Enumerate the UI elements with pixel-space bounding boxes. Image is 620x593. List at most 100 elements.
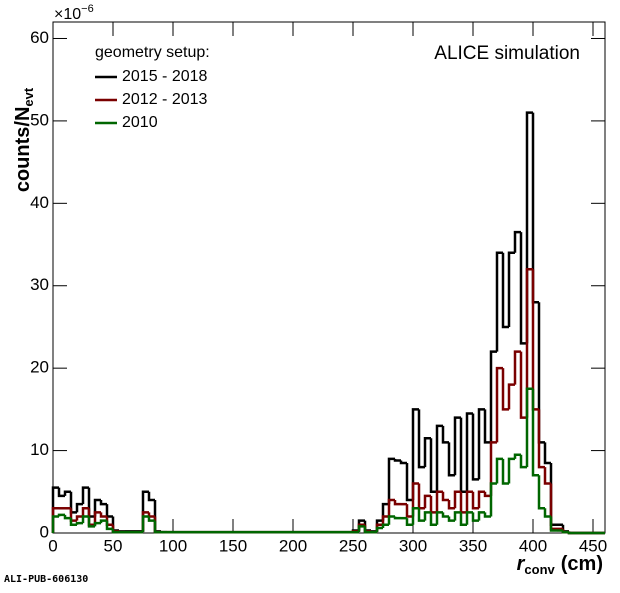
histogram-step [429, 512, 437, 527]
histogram-step [441, 512, 449, 518]
histogram-step [417, 409, 425, 469]
legend-label: 2010 [122, 114, 158, 131]
histogram-step [387, 498, 395, 517]
histogram-step [459, 512, 467, 527]
histogram-step [423, 436, 431, 468]
histogram-step [81, 507, 89, 517]
histogram-step [501, 252, 509, 329]
histogram-step [537, 409, 545, 469]
y-tick-label: 60 [30, 28, 49, 47]
histogram-step [519, 351, 527, 419]
histogram-step [387, 515, 395, 525]
histogram-step [483, 512, 491, 518]
histogram-step [447, 442, 455, 477]
histogram-step [81, 486, 89, 505]
histogram-step [381, 523, 389, 529]
x-tick-label: 200 [279, 536, 307, 555]
histogram-step [405, 504, 413, 518]
histogram-step [393, 500, 401, 506]
histogram-step [501, 458, 509, 485]
x-axis-label: rconv (cm) [517, 553, 603, 577]
histogram-step [363, 526, 371, 534]
x-tick-label: 100 [159, 536, 187, 555]
histogram-step [441, 491, 449, 502]
histogram-step [99, 512, 107, 518]
histogram-step [525, 111, 533, 344]
histogram-step [81, 515, 89, 524]
histogram-step [537, 475, 545, 510]
histogram-step [519, 454, 527, 469]
histogram-step [489, 441, 497, 496]
y-multiplier-exp: −6 [81, 3, 94, 15]
histogram-step [513, 230, 521, 253]
histogram-step [477, 408, 485, 480]
histogram-step [411, 482, 419, 517]
histogram-step [495, 251, 503, 352]
histogram-step [411, 507, 419, 525]
x-label-sub: conv [524, 562, 555, 577]
histogram-step [471, 512, 479, 522]
histogram-step [99, 519, 107, 524]
histogram-step [75, 521, 83, 525]
histogram-step [435, 424, 443, 492]
y-tick-label: 40 [30, 193, 49, 212]
histogram-step [495, 457, 503, 484]
histogram-step [357, 525, 365, 533]
histogram-step [489, 482, 497, 517]
histogram-step [495, 366, 503, 443]
histogram-step [447, 516, 455, 522]
histogram-step [561, 530, 569, 534]
footer: ALI-PUB-606130 [4, 574, 88, 585]
histogram-step [543, 467, 551, 485]
histogram-step [405, 518, 413, 527]
histogram-step [141, 515, 149, 533]
histogram-step [57, 487, 65, 498]
histogram-step [453, 511, 461, 521]
histogram-step [465, 511, 473, 525]
histogram-step [147, 516, 155, 522]
histogram-step [93, 498, 101, 517]
x-tick-label: 250 [339, 536, 367, 555]
histogram-step [531, 388, 539, 477]
histogram-step [519, 232, 527, 345]
x-label-var: r [517, 553, 526, 575]
histogram-step [87, 516, 95, 528]
y-label-main: counts/N [12, 107, 34, 193]
histogram-step [405, 462, 413, 502]
histogram-step [525, 268, 533, 418]
histogram-step [93, 511, 101, 525]
legend-label: 2015 - 2018 [122, 68, 208, 85]
histogram-step [105, 520, 113, 531]
x-tick-label: 300 [399, 536, 427, 555]
histogram-step [447, 500, 455, 510]
histogram-step [417, 508, 425, 522]
y-tick-label: 10 [30, 440, 49, 459]
y-tick-label: 20 [30, 358, 49, 377]
histogram-step [471, 413, 479, 481]
histogram-step [57, 513, 65, 517]
y-multiplier-base: ×10 [54, 6, 81, 23]
histogram-step [489, 350, 497, 443]
histogram-step [99, 500, 107, 506]
histogram-step [93, 521, 101, 527]
histogram-step [525, 387, 533, 468]
legend-title: geometry setup: [95, 44, 210, 61]
histogram-step [441, 425, 449, 444]
histogram-step [477, 511, 485, 521]
x-tick-label: 400 [519, 536, 547, 555]
x-tick-label: 150 [219, 536, 247, 555]
histogram-step [543, 508, 551, 518]
histogram-step [435, 490, 443, 513]
histogram-step [543, 442, 551, 465]
histogram-step [501, 368, 509, 411]
histogram-step [435, 511, 443, 525]
histogram-step [453, 490, 461, 509]
x-label-unit: (cm) [561, 553, 603, 575]
histogram-step [63, 514, 71, 520]
y-tick-label: 30 [30, 275, 49, 294]
histogram-step [387, 457, 395, 505]
histogram-step [483, 409, 491, 444]
histogram-step [507, 383, 515, 410]
histogram-step [147, 491, 155, 502]
